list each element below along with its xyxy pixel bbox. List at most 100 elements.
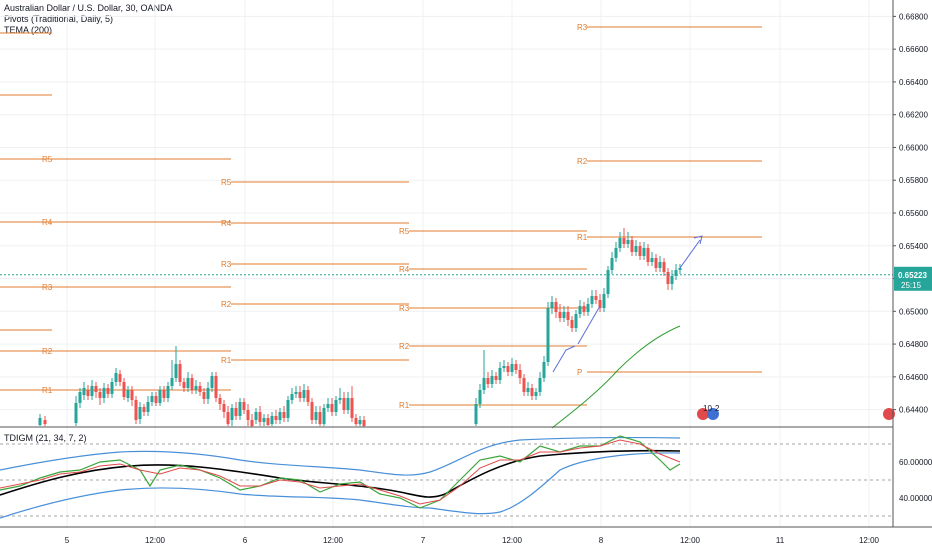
upper-band (0, 437, 681, 476)
pivot-label: R4 (399, 265, 410, 274)
candle-body (358, 420, 362, 424)
candle-body (474, 404, 478, 424)
candle-body (146, 402, 150, 412)
pivot-label: R3 (221, 260, 232, 269)
candle-body (558, 312, 562, 318)
candle-body (646, 248, 650, 262)
candle-body (650, 258, 654, 262)
candle-body (310, 402, 314, 420)
pivot-label: R2 (42, 347, 53, 356)
arrow-up-1 (552, 345, 576, 373)
indicator-tick-label: 40.00000 (899, 494, 932, 503)
event-badge-icon (707, 408, 719, 420)
candle-body (634, 246, 638, 252)
x-tick-label: 12:00 (680, 536, 701, 545)
pivot-label: R3 (577, 23, 588, 32)
candle-body (314, 412, 318, 420)
candle-body (230, 408, 234, 420)
candle-body (574, 314, 578, 328)
y-tick-label: 0.64600 (899, 373, 928, 382)
arrow-up-3 (679, 235, 703, 269)
candle-body (658, 262, 662, 268)
candle-body (506, 366, 510, 372)
candle-body (194, 386, 198, 390)
pivot-label: R2 (577, 157, 588, 166)
y-tick-label: 0.65600 (899, 209, 928, 218)
candle-body (198, 386, 202, 392)
candle-body (342, 398, 346, 410)
candle-body (618, 238, 622, 248)
candle-body (526, 388, 530, 392)
candle-body (578, 306, 582, 314)
x-tick-label: 8 (599, 536, 604, 545)
candle-body (674, 270, 678, 276)
candle-body (346, 398, 350, 410)
y-tick-label: 0.64400 (899, 406, 928, 415)
candle-body (534, 392, 538, 396)
candle-body (362, 420, 366, 426)
candle-body (478, 390, 482, 404)
pivot-label: R5 (42, 155, 53, 164)
candle-body (334, 400, 338, 412)
candle-body (538, 378, 542, 392)
pivot-label: R1 (42, 386, 53, 395)
candle-body (662, 262, 666, 272)
candle-body (206, 388, 210, 399)
candle-body (330, 404, 334, 412)
candle-body (606, 270, 610, 294)
candle-body (626, 240, 630, 244)
pivot-label: R3 (42, 283, 53, 292)
candle-body (570, 320, 574, 328)
candle-body (642, 248, 646, 256)
candle-body (550, 302, 554, 308)
candle-body (106, 388, 110, 394)
candle-body (170, 378, 174, 386)
candle-body (134, 400, 138, 420)
candle-body (74, 403, 78, 423)
candle-body (286, 400, 290, 418)
candle-body (482, 378, 486, 390)
candle-body (322, 408, 326, 424)
x-tick-label: 12:00 (502, 536, 523, 545)
indicator-legend[interactable]: TDIGM (21, 34, 7, 2) (4, 433, 87, 443)
pivot-label: R4 (221, 219, 232, 228)
candle-body (542, 362, 546, 378)
candle-body (190, 378, 194, 390)
tema-legend[interactable]: TEMA (200) (4, 25, 53, 35)
x-tick-label: 12:00 (145, 536, 166, 545)
candle-body (82, 388, 86, 395)
candle-body (154, 396, 158, 403)
pivot-label: R2 (399, 342, 410, 351)
candle-body (114, 373, 118, 382)
x-tick-label: 12:00 (859, 536, 880, 545)
candle-body (138, 407, 142, 419)
candle-body (282, 412, 286, 418)
x-tick-label: 12:00 (323, 536, 344, 545)
candle-body (354, 418, 358, 424)
candle-body (498, 368, 502, 380)
candle-body (518, 370, 522, 378)
candle-body (494, 376, 498, 380)
candle-body (318, 412, 322, 424)
candle-body (254, 412, 258, 420)
candle-body (270, 416, 274, 424)
y-tick-label: 0.66800 (899, 12, 928, 21)
candle-body (222, 404, 226, 412)
candle-body (566, 312, 570, 320)
pivots-legend[interactable]: Pivots (Traditional, Daily, 5) (4, 14, 114, 24)
candle-body (670, 276, 674, 284)
candle-body (490, 376, 494, 384)
candle-body (226, 412, 230, 424)
candle-body (142, 407, 146, 412)
price-tag (894, 266, 932, 291)
candle-body (614, 248, 618, 258)
candle-body (274, 416, 278, 420)
pivot-label: R1 (577, 233, 588, 242)
candle-body (306, 390, 310, 402)
candle-body (598, 300, 602, 308)
candle-body (218, 398, 222, 404)
pivot-label: R3 (399, 304, 410, 313)
event-badge-count-2: 2 (715, 404, 720, 413)
candle-body (622, 238, 626, 244)
